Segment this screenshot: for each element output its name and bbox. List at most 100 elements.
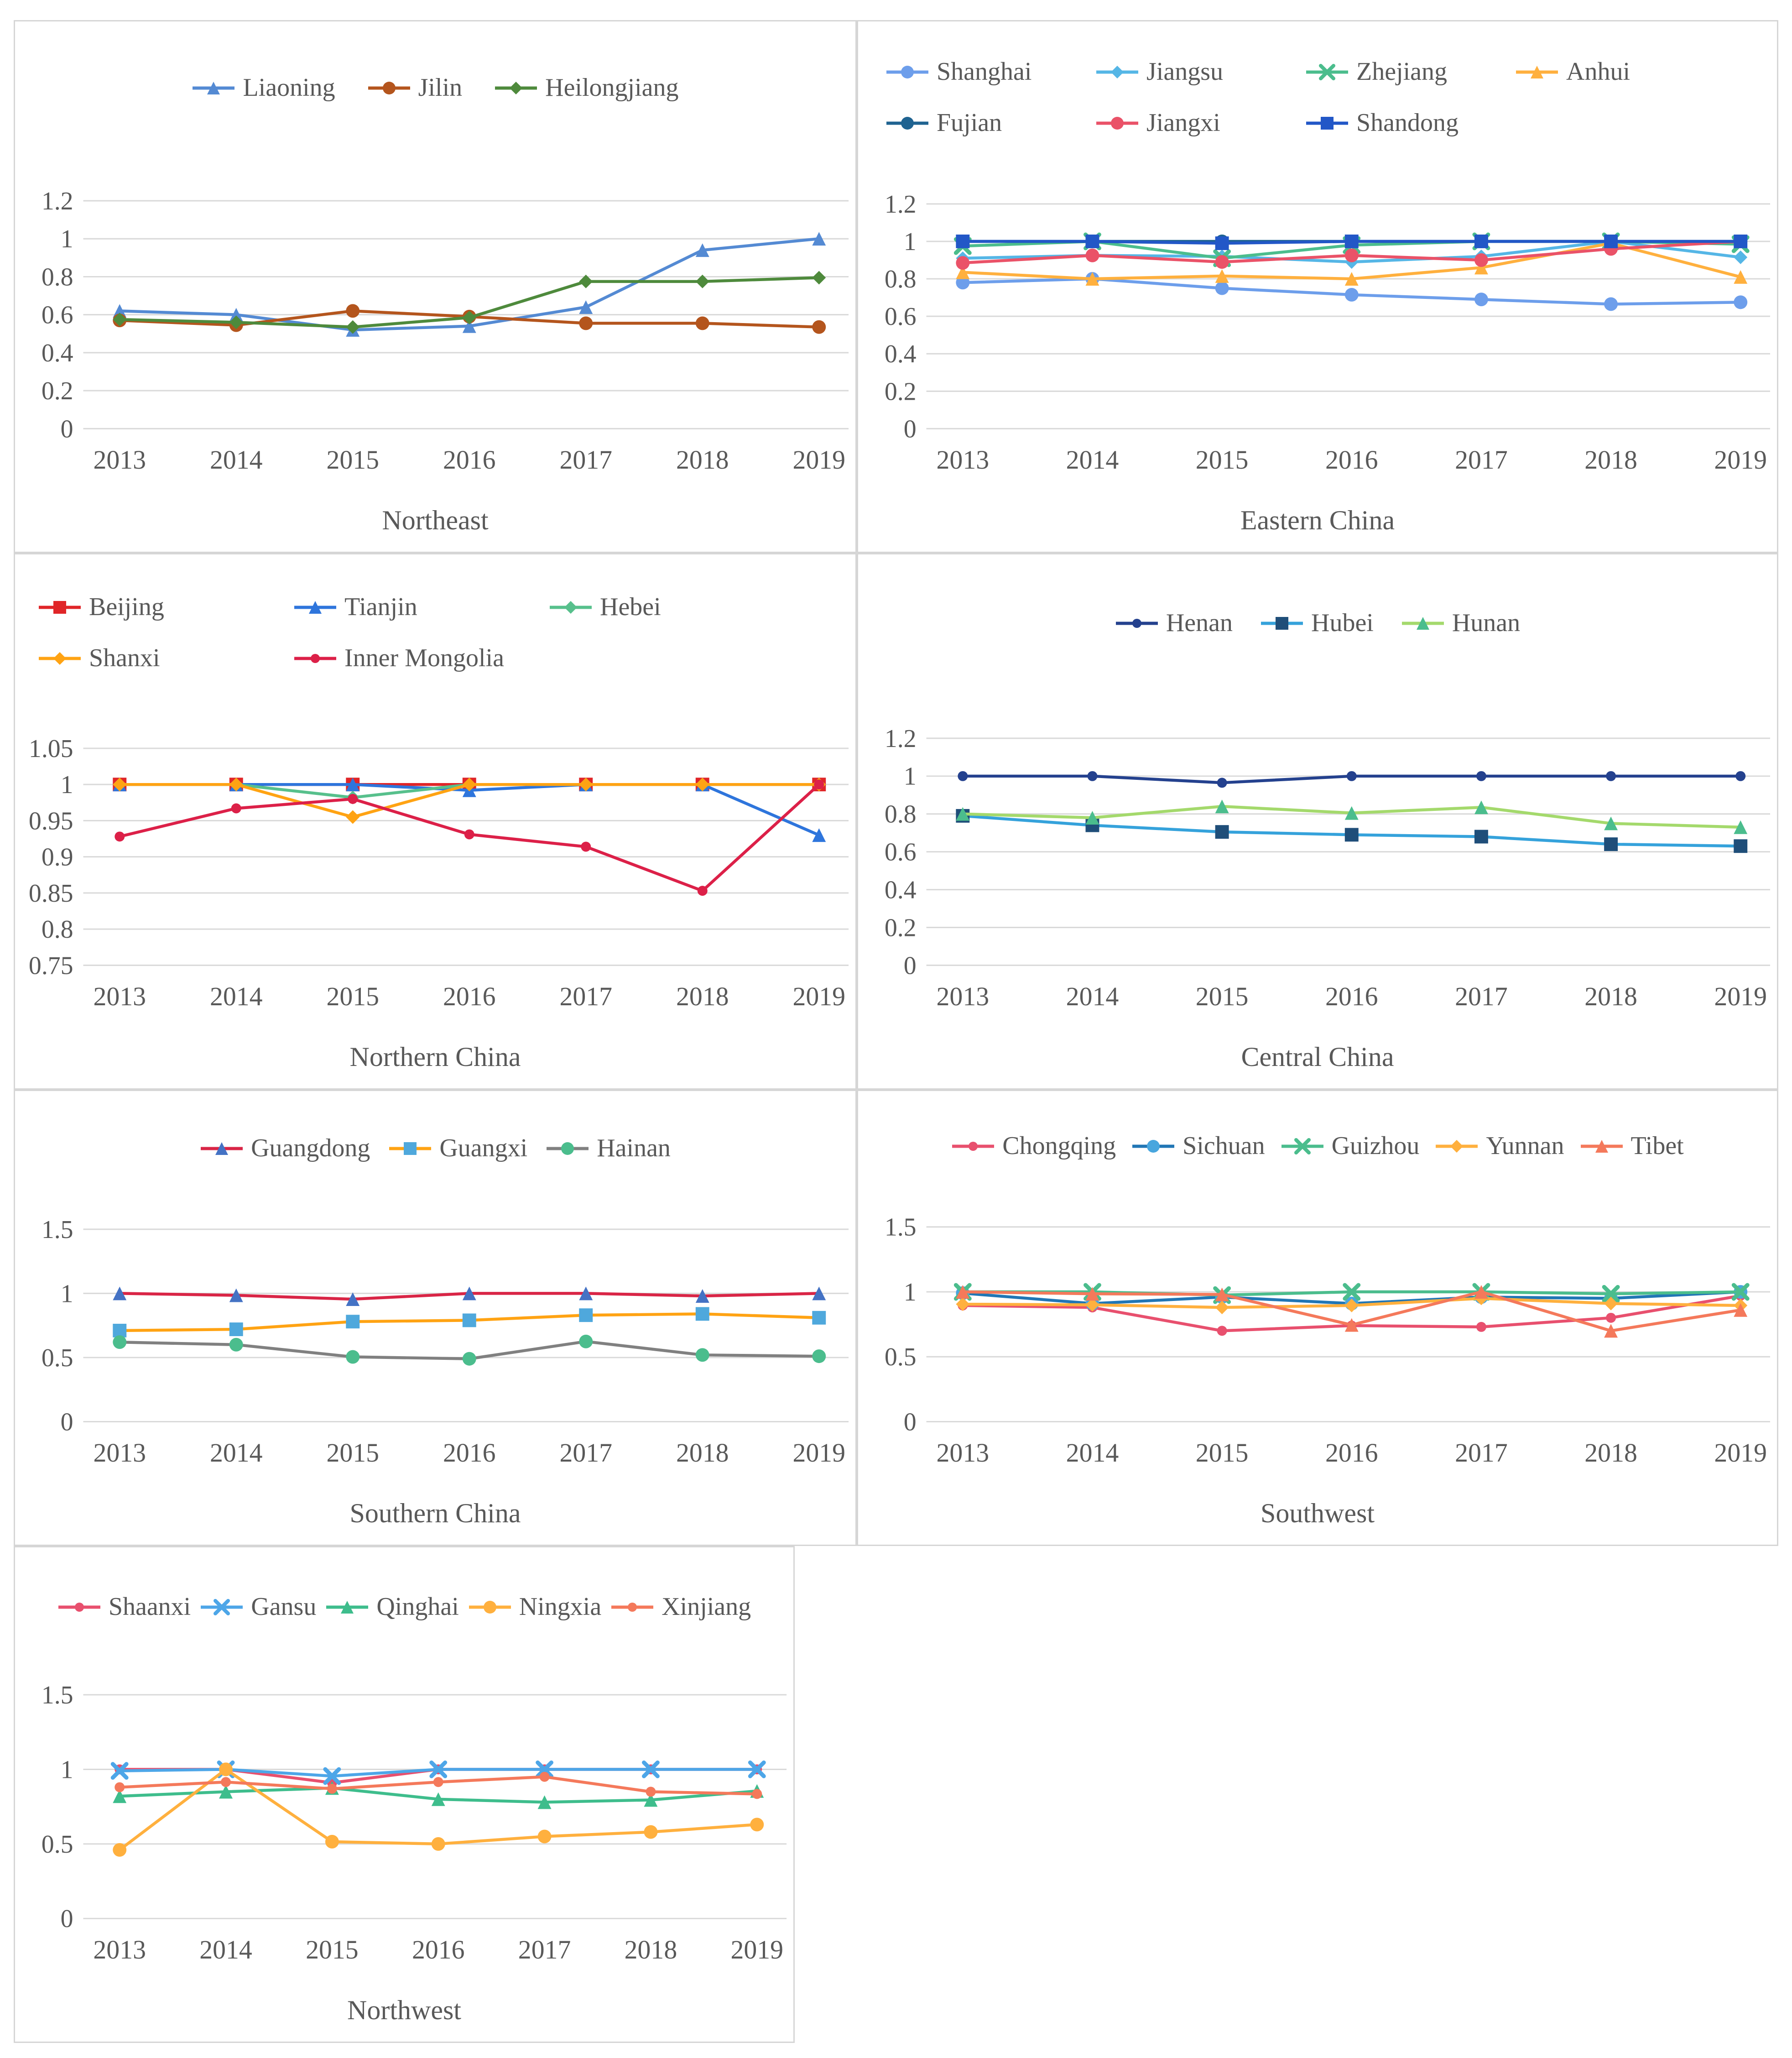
legend-label: Hubei <box>1311 609 1374 637</box>
x-tick-label: 2015 <box>1196 982 1249 1011</box>
x-tick-label: 2015 <box>326 982 379 1011</box>
y-tick-label: 0.4 <box>885 876 917 904</box>
legend-label: Shanghai <box>937 57 1032 86</box>
legend-label: Yunnan <box>1486 1132 1564 1160</box>
legend-label: Anhui <box>1566 57 1630 86</box>
y-tick-label: 1 <box>61 771 73 799</box>
legend-label: Hunan <box>1452 609 1521 637</box>
x-tick-label: 2013 <box>93 445 146 475</box>
chart-panel-eastern-china: Shanghai Jiangsu Zhejiang Anhui Fujian Jiangx… <box>857 20 1778 553</box>
legend-item-qinghai: Qinghai <box>325 1593 459 1621</box>
series-hainan <box>113 1334 826 1366</box>
dot-legend-marker-icon <box>611 1603 654 1612</box>
x-tick-label: 2015 <box>326 1438 379 1468</box>
series-inner-mongolia <box>115 779 824 896</box>
legend-item-hainan: Hainan <box>546 1134 671 1163</box>
legend-label: Hainan <box>597 1134 671 1163</box>
legend-item-inner-mongolia: Inner Mongolia <box>293 644 504 673</box>
dot-legend-marker-icon <box>58 1603 100 1612</box>
dot-legend-marker-icon <box>952 1142 995 1151</box>
legend-label: Henan <box>1166 609 1233 637</box>
circle-legend-marker-icon <box>368 82 410 94</box>
plot-area: 1.5 1 0.5 0 2013 2014 2015 2016 2017 2018 2019 <box>42 1681 787 1964</box>
triangle-legend-marker-icon <box>201 1142 243 1155</box>
triangle-legend-marker-icon <box>1580 1140 1623 1153</box>
triangle-legend-marker-icon <box>193 82 235 94</box>
legend-label: Ningxia <box>519 1593 602 1621</box>
legend-label: Jiangsu <box>1146 57 1223 86</box>
series-shandong <box>956 235 1748 251</box>
y-tick-label: 0.5 <box>42 1344 73 1372</box>
y-tick-label: 1 <box>61 1280 73 1308</box>
x-tick-label: 2015 <box>1196 1438 1249 1468</box>
legend-label: Fujian <box>937 109 1002 137</box>
diamond-legend-marker-icon <box>550 601 592 614</box>
y-tick-label: 0.6 <box>42 301 73 329</box>
x-legend-marker-icon <box>1306 64 1348 80</box>
diamond-legend-marker-icon <box>1096 66 1138 78</box>
chart-panel-northeast: Liaoning Jilin Heilongjiang 1.2 1 0.8 0.6 0.4 0.… <box>14 20 857 553</box>
y-tick-label: 1.2 <box>885 725 917 753</box>
legend-label: Sichuan <box>1183 1132 1265 1160</box>
legend-label: Tibet <box>1631 1132 1684 1160</box>
legend: Guangdong Guangxi Hainan <box>15 1091 855 1206</box>
y-tick-label: 0.8 <box>885 800 917 829</box>
x-tick-label: 2019 <box>792 445 845 475</box>
x-tick-label: 2013 <box>937 445 990 475</box>
legend: Shanghai Jiangsu Zhejiang Anhui Fujian Jiangx… <box>858 21 1777 181</box>
y-tick-label: 1.5 <box>42 1681 73 1709</box>
legend: Beijing Tianjin Hebei Shanxi Inner Mongolia <box>15 554 855 725</box>
chart-panel-southern-china: Guangdong Guangxi Hainan 1.5 1 0.5 0 2013 2014 20… <box>14 1090 857 1546</box>
square-legend-marker-icon <box>39 601 81 614</box>
y-tick-label: 0 <box>61 415 73 443</box>
y-tick-label: 0 <box>904 1408 917 1436</box>
x-tick-label: 2018 <box>676 982 729 1011</box>
x-tick-label: 2014 <box>1066 445 1119 475</box>
series-guangxi <box>113 1307 826 1337</box>
x-tick-label: 2019 <box>730 1935 783 1964</box>
chart-title: Northern China <box>349 1042 521 1072</box>
y-tick-label: 0.2 <box>885 914 917 942</box>
y-tick-label: 0.9 <box>42 843 73 872</box>
legend-item-jiangsu: Jiangsu <box>1095 58 1223 86</box>
triangle-legend-marker-icon <box>294 601 336 614</box>
x-tick-label: 2015 <box>1196 445 1249 475</box>
chart-title: Southern China <box>349 1498 521 1528</box>
legend-item-hubei: Hubei <box>1260 609 1374 637</box>
x-tick-label: 2019 <box>792 1438 845 1468</box>
y-tick-label: 0.8 <box>885 265 917 293</box>
y-tick-label: 0.4 <box>42 339 73 367</box>
y-tick-label: 0 <box>61 1905 73 1933</box>
x-tick-label: 2014 <box>199 1935 252 1964</box>
legend-item-guangdong: Guangdong <box>200 1134 370 1163</box>
legend-item-beijing: Beijing <box>38 593 164 622</box>
legend-item-guizhou: Guizhou <box>1281 1132 1419 1160</box>
legend-item-shanghai: Shanghai <box>886 58 1031 86</box>
legend: Chongqing Sichuan Guizhou Yunnan Tibet <box>858 1091 1777 1204</box>
x-tick-label: 2013 <box>93 982 146 1011</box>
legend-item-zhejiang: Zhejiang <box>1305 58 1447 86</box>
x-tick-label: 2017 <box>559 982 612 1011</box>
x-tick-label: 2019 <box>1714 1438 1767 1468</box>
x-tick-label: 2014 <box>1066 1438 1119 1468</box>
x-tick-label: 2016 <box>1325 982 1378 1011</box>
x-tick-label: 2014 <box>1066 982 1119 1011</box>
series-liaoning <box>113 232 826 337</box>
circle-legend-marker-icon <box>469 1601 511 1614</box>
triangle-legend-marker-icon <box>326 1601 369 1614</box>
y-tick-label: 0.5 <box>885 1343 917 1371</box>
y-tick-label: 0.95 <box>29 807 73 835</box>
legend-item-sichuan: Sichuan <box>1131 1132 1265 1160</box>
y-tick-label: 1 <box>904 228 917 256</box>
square-legend-marker-icon <box>1306 117 1348 130</box>
legend-item-chongqing: Chongqing <box>951 1132 1116 1160</box>
legend: Henan Hubei Hunan <box>858 554 1777 715</box>
y-tick-label: 1 <box>61 225 73 253</box>
chart-title: Northwest <box>347 1995 461 2025</box>
y-tick-label: 1 <box>904 763 917 791</box>
legend-item-shaanxi: Shaanxi <box>57 1593 191 1621</box>
x-tick-label: 2013 <box>937 982 990 1011</box>
diamond-legend-marker-icon <box>39 652 81 665</box>
x-tick-label: 2015 <box>326 445 379 475</box>
plot-area: 1.05 1 0.95 0.9 0.85 0.8 0.75 2013 2014 2015 2016 2… <box>29 735 849 1011</box>
